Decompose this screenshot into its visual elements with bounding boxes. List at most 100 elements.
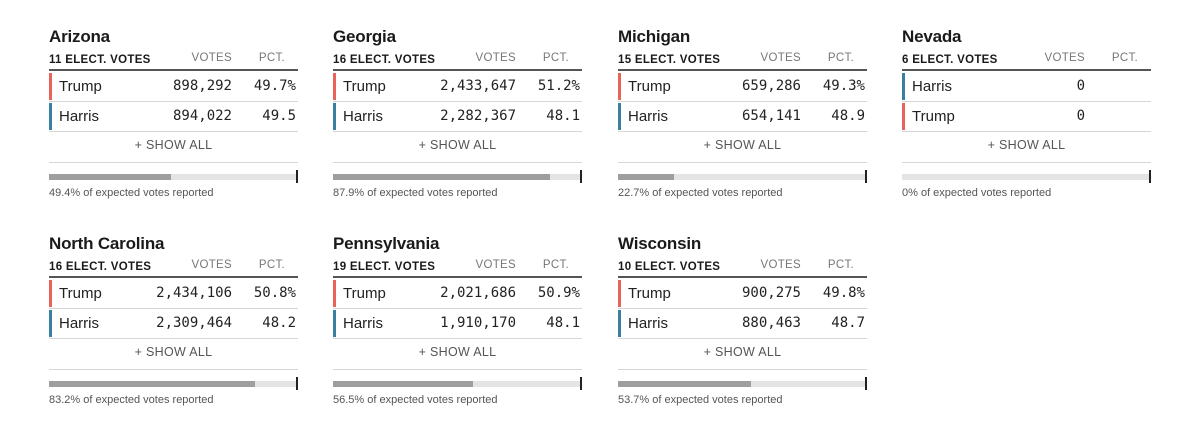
votes-reported-text: 56.5% of expected votes reported	[333, 394, 498, 406]
candidate-votes: 880,463	[741, 315, 801, 331]
party-color-bar	[902, 73, 905, 100]
pct-column-header: PCT.	[542, 259, 569, 271]
candidate-votes: 0	[1076, 78, 1085, 94]
pct-column-header: PCT.	[1111, 52, 1138, 64]
header-divider	[333, 276, 582, 278]
party-color-bar	[49, 310, 52, 337]
show-all-button[interactable]: + SHOW ALL	[618, 132, 867, 163]
candidate-pct: 48.1	[546, 315, 580, 331]
candidate-row: Harris 2,309,464 48.2	[49, 308, 298, 339]
party-color-bar	[333, 310, 336, 337]
pct-column-header: PCT.	[542, 52, 569, 64]
state-name: Arizona	[49, 27, 110, 46]
pct-column-header: PCT.	[258, 259, 285, 271]
electoral-votes-label: 10 ELECT. VOTES	[618, 261, 721, 273]
pct-column-header: PCT.	[827, 259, 854, 271]
progress-end-marker	[296, 377, 298, 390]
candidate-name: Trump	[343, 285, 386, 302]
progress-end-marker	[865, 377, 867, 390]
votes-reported-text: 0% of expected votes reported	[902, 187, 1052, 199]
state-name: Georgia	[333, 27, 396, 46]
candidate-votes: 1,910,170	[440, 315, 516, 331]
candidate-votes: 2,282,367	[440, 108, 516, 124]
candidate-row: Trump 2,433,647 51.2%	[333, 71, 582, 102]
pct-column-header: PCT.	[827, 52, 854, 64]
candidate-name: Harris	[628, 315, 668, 332]
progress-end-marker	[865, 170, 867, 183]
votes-column-header: VOTES	[191, 259, 232, 271]
votes-reported-text: 87.9% of expected votes reported	[333, 187, 498, 199]
candidate-row: Trump 2,021,686 50.9%	[333, 278, 582, 309]
reporting-progress-fill	[49, 174, 172, 180]
show-all-button[interactable]: + SHOW ALL	[333, 132, 582, 163]
reporting-progress-bar	[49, 170, 298, 183]
candidate-pct: 50.9%	[537, 285, 580, 301]
votes-column-header: VOTES	[760, 259, 801, 271]
party-color-bar	[333, 103, 336, 130]
party-color-bar	[618, 103, 621, 130]
reporting-progress-fill	[618, 174, 675, 180]
candidate-pct: 48.1	[546, 108, 580, 124]
party-color-bar	[618, 280, 621, 307]
electoral-votes-label: 16 ELECT. VOTES	[333, 54, 436, 66]
candidate-row: Harris 1,910,170 48.1	[333, 308, 582, 339]
party-color-bar	[902, 103, 905, 130]
show-all-button[interactable]: + SHOW ALL	[902, 132, 1151, 163]
candidate-name: Trump	[343, 78, 386, 95]
candidate-row: Trump 900,275 49.8%	[618, 278, 867, 309]
candidate-row: Harris 0	[902, 71, 1151, 102]
pct-column-header: PCT.	[258, 52, 285, 64]
candidate-votes: 0	[1076, 108, 1085, 124]
party-color-bar	[333, 73, 336, 100]
electoral-votes-label: 16 ELECT. VOTES	[49, 261, 152, 273]
show-all-button[interactable]: + SHOW ALL	[49, 132, 298, 163]
header-divider	[333, 69, 582, 71]
candidate-row: Trump 0	[902, 101, 1151, 132]
party-color-bar	[49, 280, 52, 307]
candidate-votes: 2,434,106	[156, 285, 232, 301]
candidate-pct: 49.8%	[822, 285, 865, 301]
candidate-votes: 654,141	[741, 108, 801, 124]
candidate-votes: 2,021,686	[440, 285, 516, 301]
reporting-progress-bar	[333, 377, 582, 390]
party-color-bar	[49, 103, 52, 130]
header-divider	[618, 69, 867, 71]
candidate-votes: 898,292	[172, 78, 232, 94]
votes-reported-text: 53.7% of expected votes reported	[618, 394, 783, 406]
candidate-row: Harris 880,463 48.7	[618, 308, 867, 339]
party-color-bar	[618, 73, 621, 100]
votes-reported-text: 83.2% of expected votes reported	[49, 394, 214, 406]
candidate-row: Harris 654,141 48.9	[618, 101, 867, 132]
candidate-pct: 49.7%	[253, 78, 296, 94]
candidate-pct: 48.2	[262, 315, 296, 331]
candidate-pct: 49.5	[262, 108, 296, 124]
show-all-button[interactable]: + SHOW ALL	[49, 339, 298, 370]
reporting-progress-fill	[333, 174, 551, 180]
header-divider	[49, 69, 298, 71]
candidate-row: Harris 2,282,367 48.1	[333, 101, 582, 132]
electoral-votes-label: 19 ELECT. VOTES	[333, 261, 436, 273]
votes-column-header: VOTES	[191, 52, 232, 64]
state-name: Michigan	[618, 27, 691, 46]
header-divider	[49, 276, 298, 278]
candidate-pct: 48.9	[831, 108, 865, 124]
candidate-votes: 900,275	[741, 285, 801, 301]
reporting-progress-bar	[618, 377, 867, 390]
candidate-name: Harris	[59, 108, 99, 125]
state-name: Pennsylvania	[333, 234, 440, 253]
candidate-votes: 894,022	[172, 108, 232, 124]
candidate-name: Harris	[343, 315, 383, 332]
electoral-votes-label: 6 ELECT. VOTES	[902, 54, 998, 66]
candidate-name: Trump	[628, 285, 671, 302]
reporting-progress-fill	[49, 381, 255, 387]
reporting-progress-bar	[902, 170, 1151, 183]
show-all-button[interactable]: + SHOW ALL	[618, 339, 867, 370]
candidate-name: Harris	[912, 78, 952, 95]
candidate-pct: 51.2%	[537, 78, 580, 94]
progress-end-marker	[296, 170, 298, 183]
state-name: North Carolina	[49, 234, 165, 253]
show-all-button[interactable]: + SHOW ALL	[333, 339, 582, 370]
votes-column-header: VOTES	[760, 52, 801, 64]
reporting-progress-fill	[333, 381, 473, 387]
candidate-pct: 49.3%	[822, 78, 865, 94]
